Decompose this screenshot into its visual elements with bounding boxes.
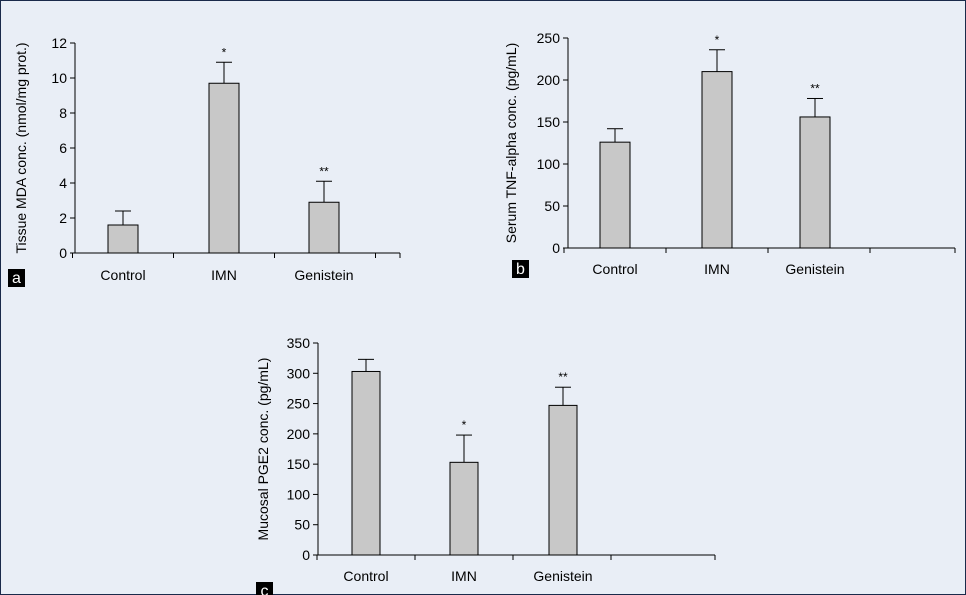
y-tick-label: 6 xyxy=(59,140,67,156)
y-tick-label: 2 xyxy=(59,210,67,226)
bar xyxy=(449,461,479,556)
bar xyxy=(107,224,139,254)
y-tick-label: 4 xyxy=(59,175,67,191)
bar xyxy=(599,141,631,249)
y-tick-label: 250 xyxy=(287,396,311,412)
significance-mark: * xyxy=(462,418,467,432)
category-label: Control xyxy=(100,267,145,283)
panel-tag-label: c xyxy=(261,583,269,595)
y-axis-label: Tissue MDA conc. (nmol/mg prot.) xyxy=(13,42,29,253)
y-axis-label: Mucosal PGE2 conc. (pg/mL) xyxy=(255,358,271,541)
chart-panel-a: 0 2 4 6 8 10 12 Control * IMN ** Genistein Tissue MD… xyxy=(8,35,401,287)
panel-tag-label: a xyxy=(12,270,21,287)
y-tick-label: 100 xyxy=(537,156,561,172)
category-label: Genistein xyxy=(294,267,353,283)
panel-tag xyxy=(8,269,25,287)
significance-mark: * xyxy=(222,45,227,59)
y-tick-label: 250 xyxy=(537,30,561,46)
y-tick-label: 10 xyxy=(51,70,67,86)
y-tick-label: 12 xyxy=(51,35,67,51)
significance-mark: ** xyxy=(810,81,820,95)
bar xyxy=(799,116,831,249)
y-tick-label: 0 xyxy=(552,240,560,256)
significance-mark: ** xyxy=(558,370,568,384)
bar xyxy=(548,404,578,556)
y-tick-label: 8 xyxy=(59,105,67,121)
chart-panel-b: 0 50 100 150 200 250 Control * IMN ** Genistein Ser… xyxy=(503,30,956,278)
y-axis-label: Serum TNF-alpha conc. (pg/mL) xyxy=(503,43,519,243)
y-tick-label: 200 xyxy=(537,72,561,88)
y-tick-label: 150 xyxy=(537,114,561,130)
category-label: Genistein xyxy=(785,261,844,277)
panel-tag xyxy=(512,260,529,278)
category-label: Control xyxy=(343,568,388,584)
bar xyxy=(701,71,733,249)
significance-mark: * xyxy=(715,33,720,47)
category-label: IMN xyxy=(704,261,730,277)
y-tick-label: 150 xyxy=(287,456,311,472)
y-tick-label: 50 xyxy=(294,517,310,533)
y-tick-label: 300 xyxy=(287,365,311,381)
y-tick-label: 0 xyxy=(302,547,310,563)
bar xyxy=(208,82,240,254)
panel-tag xyxy=(256,582,273,595)
y-tick-label: 100 xyxy=(287,486,311,502)
category-label: IMN xyxy=(211,267,237,283)
category-label: Control xyxy=(592,261,637,277)
category-label: Genistein xyxy=(533,568,592,584)
chart-panel-c: 0 50 100 150 200 250 300 350 Control * IMN ** Genist… xyxy=(255,335,716,595)
bar xyxy=(351,370,381,556)
y-tick-label: 50 xyxy=(544,198,560,214)
y-tick-label: 350 xyxy=(287,335,311,351)
y-tick-label: 0 xyxy=(59,245,67,261)
bar xyxy=(308,201,340,254)
y-tick-label: 200 xyxy=(287,426,311,442)
panel-tag-label: b xyxy=(516,261,525,278)
significance-mark: ** xyxy=(319,164,329,178)
category-label: IMN xyxy=(451,568,477,584)
